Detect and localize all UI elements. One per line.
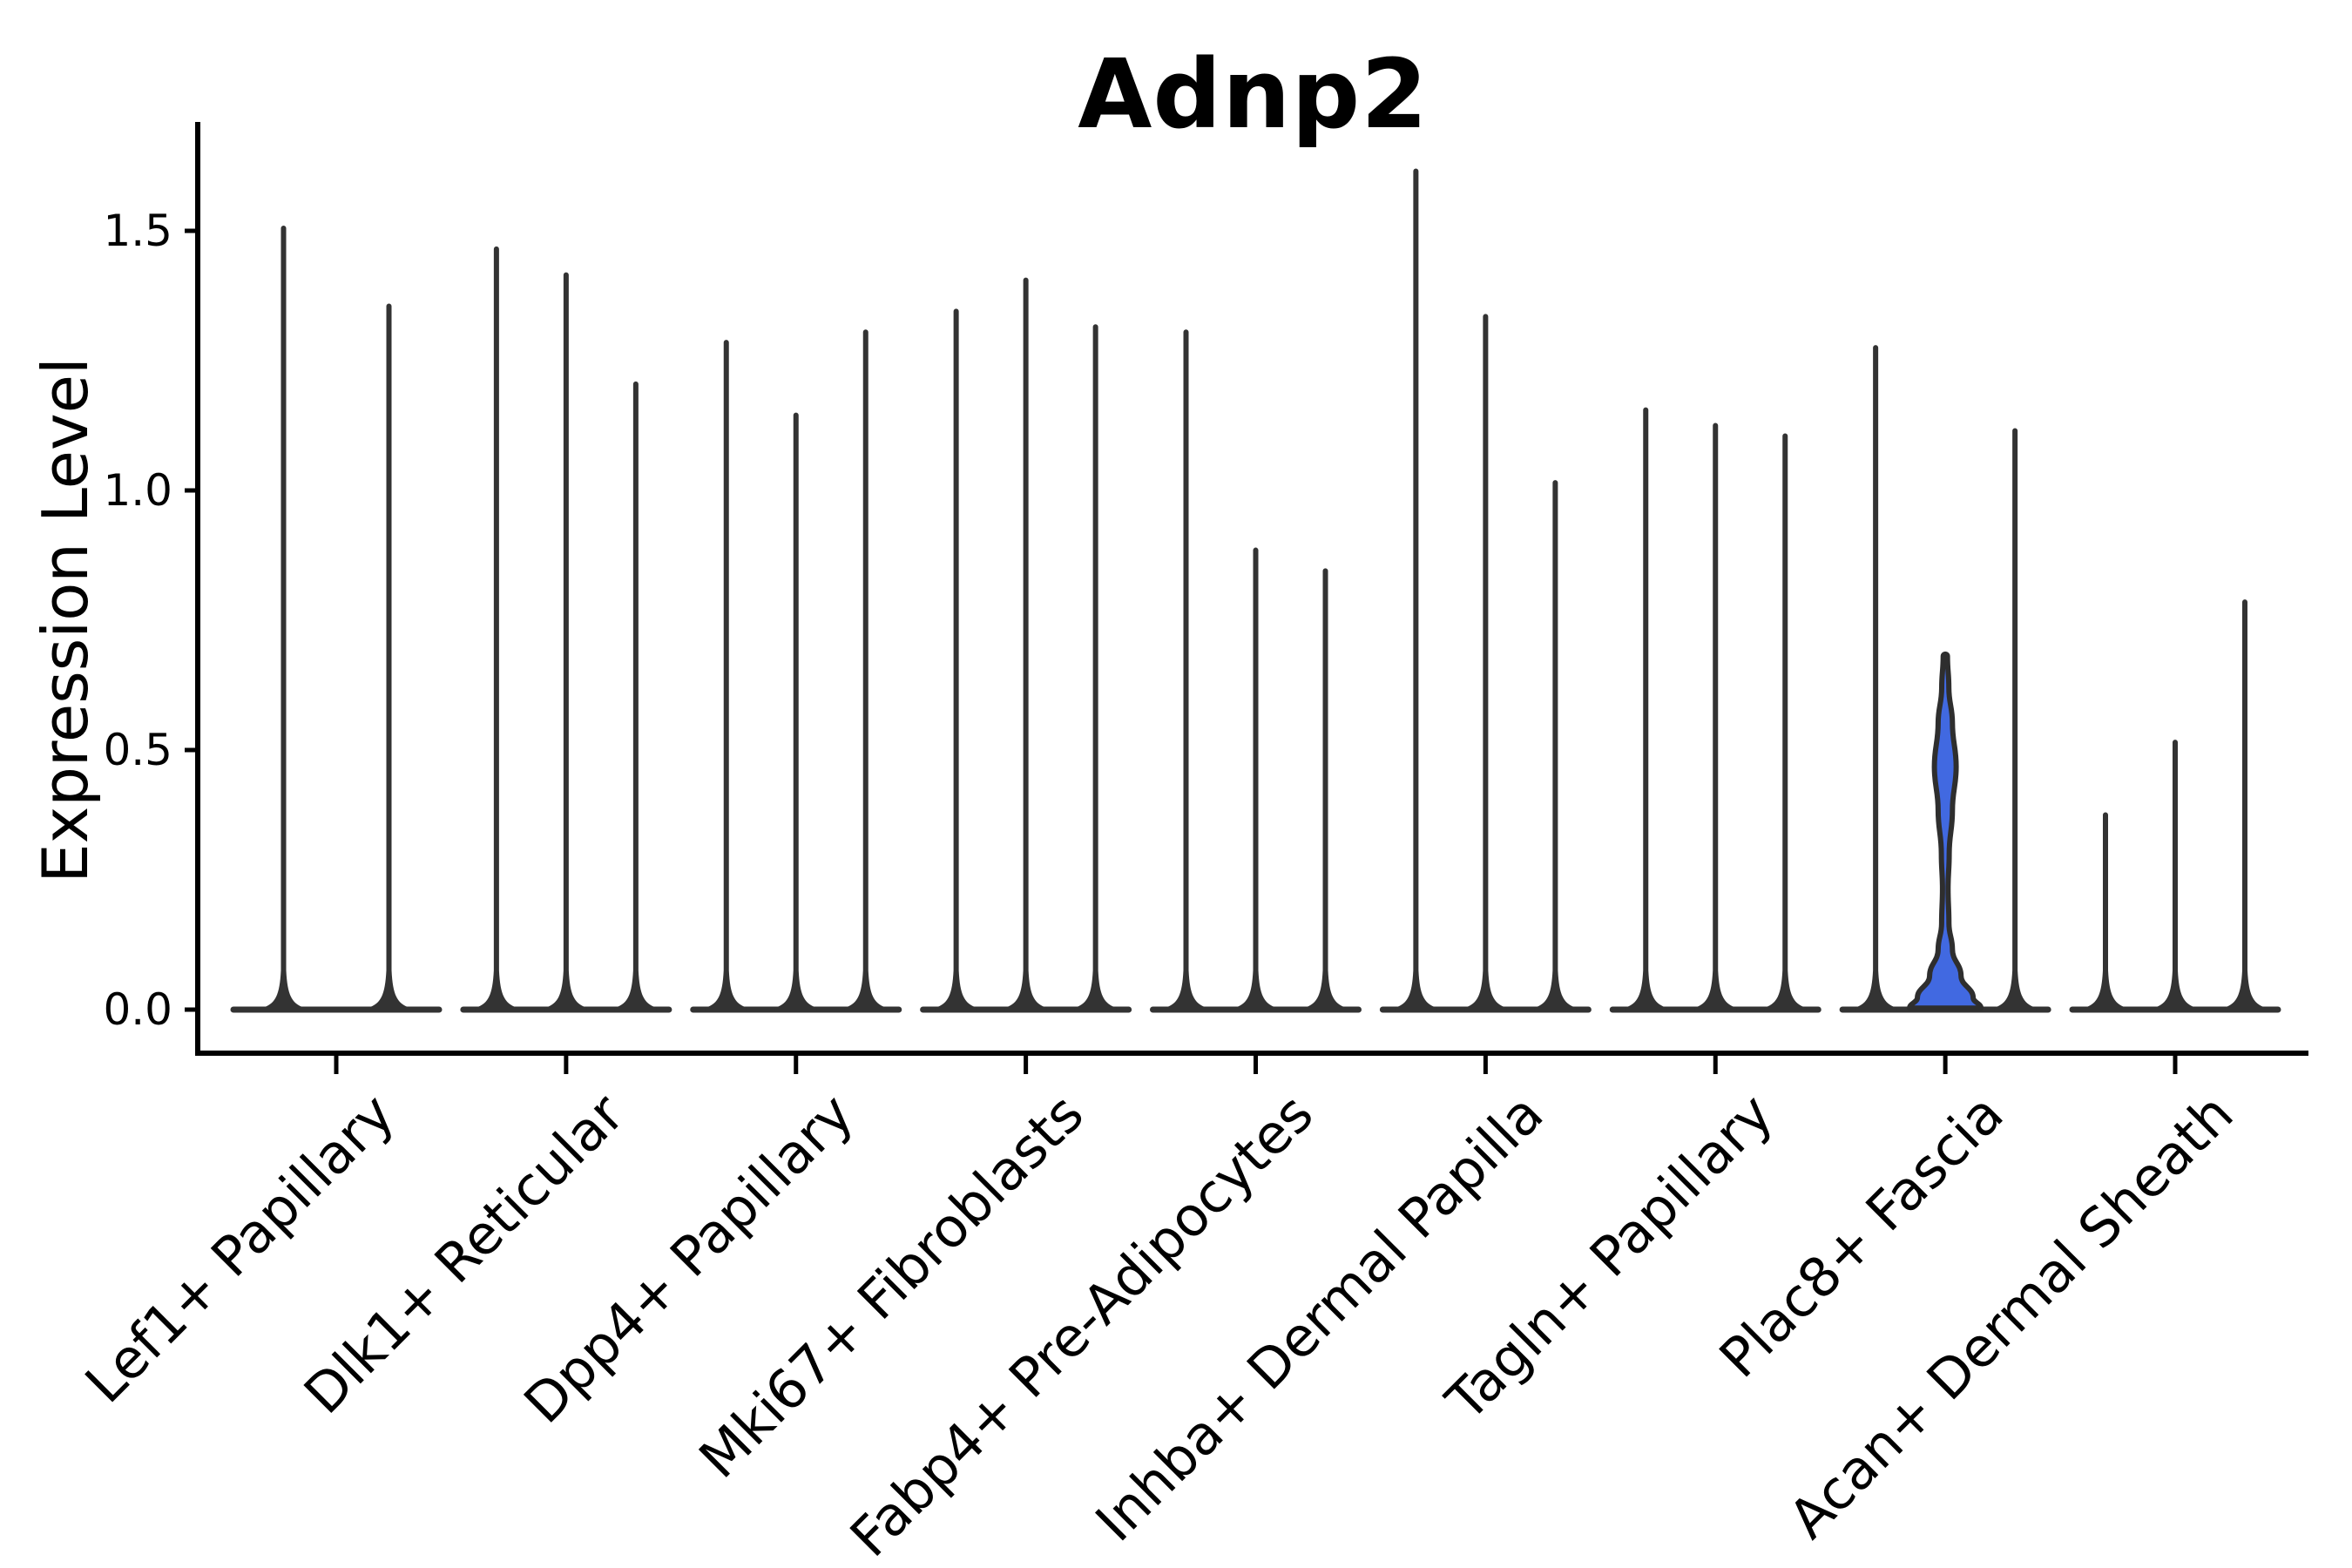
y-tick-label: 0.5: [103, 725, 172, 775]
violin-spike: [614, 381, 657, 1011]
violin-spike: [1855, 345, 1897, 1012]
violin-spike: [2224, 599, 2266, 1011]
violin-spike: [1234, 547, 1277, 1011]
violin-spike: [1304, 568, 1347, 1011]
violin-spike: [844, 329, 887, 1011]
violin-spike: [1694, 422, 1737, 1011]
y-tick-label: 1.0: [103, 465, 172, 516]
y-tick-label: 1.5: [103, 206, 172, 256]
violin-spike: [935, 308, 977, 1011]
violin-spike: [774, 412, 817, 1012]
violin-highlighted: [1907, 651, 1984, 1011]
violin-spike: [1395, 168, 1437, 1012]
violin-spike: [1464, 314, 1507, 1011]
violin-spike: [1625, 407, 1667, 1011]
violin-spike: [1074, 324, 1117, 1011]
violin-spike: [262, 226, 305, 1011]
violin-spike: [2085, 812, 2126, 1011]
violin-spike: [1165, 329, 1207, 1011]
plot-title: Adnp2: [1078, 38, 1429, 150]
violin-spike: [705, 340, 747, 1011]
violin-spike: [2154, 740, 2196, 1011]
violin-spike: [544, 272, 587, 1011]
violin-spike: [368, 303, 410, 1011]
y-tick-label: 0.0: [103, 984, 172, 1035]
violin-spike: [1764, 433, 1807, 1011]
violin-spike: [1534, 480, 1577, 1011]
violin-spike: [1004, 277, 1047, 1011]
violin-spike: [1994, 428, 2037, 1011]
violin-spike: [475, 246, 517, 1011]
